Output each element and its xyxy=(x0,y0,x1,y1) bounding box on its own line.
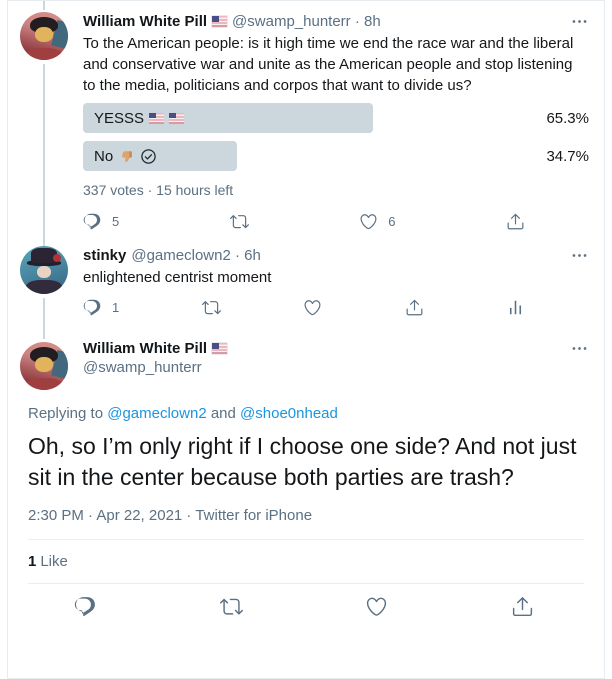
poll-percent: 65.3% xyxy=(546,109,589,127)
divider xyxy=(28,539,584,540)
share-upload-icon xyxy=(405,298,424,317)
more-button[interactable] xyxy=(570,339,589,358)
avatar[interactable] xyxy=(20,12,68,60)
like-button[interactable]: 6 xyxy=(359,212,395,231)
tweet-thread-card: William White Pill @swamp_hunterr · 8h T… xyxy=(7,0,605,679)
heart-icon xyxy=(365,595,388,618)
tweet-text: enlightened centrist moment xyxy=(83,269,272,286)
replying-handle-link[interactable]: @shoe0nhead xyxy=(240,405,338,422)
replying-handle-link[interactable]: @gameclown2 xyxy=(107,405,207,422)
heart-icon xyxy=(303,298,322,317)
author-handle-time[interactable]: @gameclown2 · 6h xyxy=(131,247,261,264)
tweet-poll: William White Pill @swamp_hunterr · 8h T… xyxy=(8,1,604,246)
avatar-column xyxy=(20,12,68,246)
author-name[interactable]: William White Pill xyxy=(83,340,208,357)
tweet-focused-header: William White Pill @swamp_hunterr xyxy=(8,332,604,390)
reply-count: 5 xyxy=(112,214,120,229)
reply-button[interactable]: 1 xyxy=(83,298,119,317)
like-button[interactable] xyxy=(303,298,322,317)
tweet-text: To the American people: is it high time … xyxy=(83,35,574,94)
retweet-button[interactable] xyxy=(220,595,243,618)
share-upload-icon xyxy=(506,212,525,231)
share-button[interactable] xyxy=(405,298,424,317)
thread-connector-top xyxy=(43,1,45,10)
retweet-icon xyxy=(202,298,221,317)
reply-bubble-icon xyxy=(83,298,102,317)
us-flag-icon xyxy=(212,16,228,27)
like-count: 1 xyxy=(28,553,37,570)
thumbs-down-icon xyxy=(118,149,133,164)
us-flag-icon xyxy=(149,112,165,124)
replying-to-line: Replying to @gameclown2 and @shoe0nhead xyxy=(28,405,338,422)
analytics-bars-icon xyxy=(506,298,525,317)
tweet-text-large: Oh, so I’m only right if I choose one si… xyxy=(28,433,577,490)
tweet-actions-focused xyxy=(8,584,604,629)
tweet-header: stinky @gameclown2 · 6h xyxy=(83,246,589,265)
more-button[interactable] xyxy=(570,12,589,31)
us-flag-icon xyxy=(169,112,185,124)
like-count: 6 xyxy=(388,214,396,229)
reply-button[interactable]: 5 xyxy=(83,212,119,231)
retweet-button[interactable] xyxy=(202,298,221,317)
author-handle[interactable]: @swamp_hunterr xyxy=(83,359,202,376)
reply-count: 1 xyxy=(112,300,120,315)
author-handle-time[interactable]: @swamp_hunterr · 8h xyxy=(232,13,381,30)
reply-button[interactable] xyxy=(74,595,97,618)
tweet-header: William White Pill @swamp_hunterr · 8h xyxy=(83,12,589,31)
more-button[interactable] xyxy=(570,246,589,265)
tweet-actions: 1 xyxy=(83,298,525,317)
poll-option-row: No 34.7% xyxy=(83,141,589,171)
poll-bar xyxy=(83,103,373,133)
share-upload-icon xyxy=(511,595,534,618)
avatar[interactable] xyxy=(20,342,68,390)
thread-connector xyxy=(43,64,45,246)
poll-option-label: YESSS xyxy=(94,109,145,127)
retweet-icon xyxy=(220,595,243,618)
reply-bubble-icon xyxy=(83,212,102,231)
share-button[interactable] xyxy=(511,595,534,618)
timestamp: 2:30 PM · Apr 22, 2021 · Twitter for iPh… xyxy=(28,507,313,524)
thread-connector xyxy=(43,332,45,339)
like-summary[interactable]: 1 Like xyxy=(28,540,584,584)
poll-option-yesss: YESSS xyxy=(83,103,527,133)
poll-option-row: YESSS 65.3% xyxy=(83,103,589,133)
share-button[interactable] xyxy=(506,212,525,231)
poll: YESSS 65.3% No xyxy=(83,103,589,198)
poll-meta: 337 votes · 15 hours left xyxy=(83,182,234,198)
retweet-icon xyxy=(230,212,249,231)
heart-icon xyxy=(359,212,378,231)
analytics-button[interactable] xyxy=(506,298,525,317)
avatar-column xyxy=(20,332,68,390)
avatar-column xyxy=(20,246,68,332)
like-button[interactable] xyxy=(365,595,388,618)
your-vote-check-icon xyxy=(140,148,157,165)
poll-option-label: No xyxy=(94,147,114,165)
like-label: Like xyxy=(40,553,68,570)
tweet-reply-stinky: stinky @gameclown2 · 6h enlightened cent… xyxy=(8,246,604,332)
thread-connector xyxy=(43,298,45,332)
author-name[interactable]: William White Pill xyxy=(83,13,208,30)
retweet-button[interactable] xyxy=(230,212,249,231)
poll-bar xyxy=(83,141,238,171)
poll-option-no: No xyxy=(83,141,527,171)
poll-percent: 34.7% xyxy=(546,147,589,165)
reply-bubble-icon xyxy=(74,595,97,618)
author-name[interactable]: stinky xyxy=(83,247,127,264)
us-flag-icon xyxy=(212,343,228,354)
avatar[interactable] xyxy=(20,246,68,294)
tweet-actions: 5 6 xyxy=(83,212,525,231)
